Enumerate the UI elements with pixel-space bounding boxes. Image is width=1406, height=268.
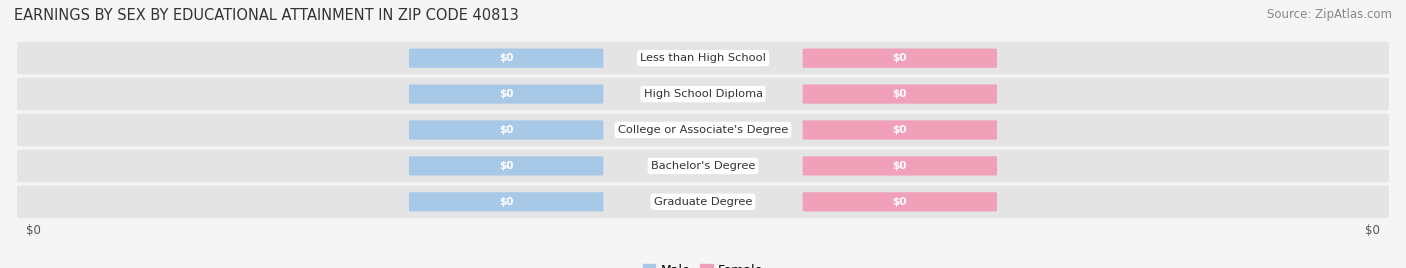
Text: Bachelor's Degree: Bachelor's Degree: [651, 161, 755, 171]
Text: $0: $0: [893, 125, 907, 135]
FancyBboxPatch shape: [803, 156, 997, 176]
FancyBboxPatch shape: [17, 42, 1389, 75]
FancyBboxPatch shape: [17, 114, 1389, 146]
FancyBboxPatch shape: [409, 120, 603, 140]
Text: $0: $0: [893, 197, 907, 207]
Text: $0: $0: [27, 224, 41, 237]
FancyBboxPatch shape: [803, 192, 997, 211]
Text: $0: $0: [499, 161, 513, 171]
Text: $0: $0: [893, 53, 907, 63]
Text: Source: ZipAtlas.com: Source: ZipAtlas.com: [1267, 8, 1392, 21]
FancyBboxPatch shape: [803, 49, 997, 68]
FancyBboxPatch shape: [409, 156, 603, 176]
Text: $0: $0: [893, 89, 907, 99]
Text: $0: $0: [499, 197, 513, 207]
Text: $0: $0: [499, 53, 513, 63]
Text: $0: $0: [499, 125, 513, 135]
Text: High School Diploma: High School Diploma: [644, 89, 762, 99]
FancyBboxPatch shape: [803, 84, 997, 104]
FancyBboxPatch shape: [803, 120, 997, 140]
FancyBboxPatch shape: [409, 192, 603, 211]
FancyBboxPatch shape: [17, 185, 1389, 218]
Text: EARNINGS BY SEX BY EDUCATIONAL ATTAINMENT IN ZIP CODE 40813: EARNINGS BY SEX BY EDUCATIONAL ATTAINMEN…: [14, 8, 519, 23]
Text: Graduate Degree: Graduate Degree: [654, 197, 752, 207]
FancyBboxPatch shape: [17, 150, 1389, 182]
Text: $0: $0: [1365, 224, 1379, 237]
FancyBboxPatch shape: [409, 49, 603, 68]
Text: $0: $0: [893, 161, 907, 171]
FancyBboxPatch shape: [409, 84, 603, 104]
Text: $0: $0: [499, 89, 513, 99]
Text: College or Associate's Degree: College or Associate's Degree: [617, 125, 789, 135]
FancyBboxPatch shape: [17, 78, 1389, 110]
Legend: Male, Female: Male, Female: [638, 259, 768, 268]
Text: Less than High School: Less than High School: [640, 53, 766, 63]
